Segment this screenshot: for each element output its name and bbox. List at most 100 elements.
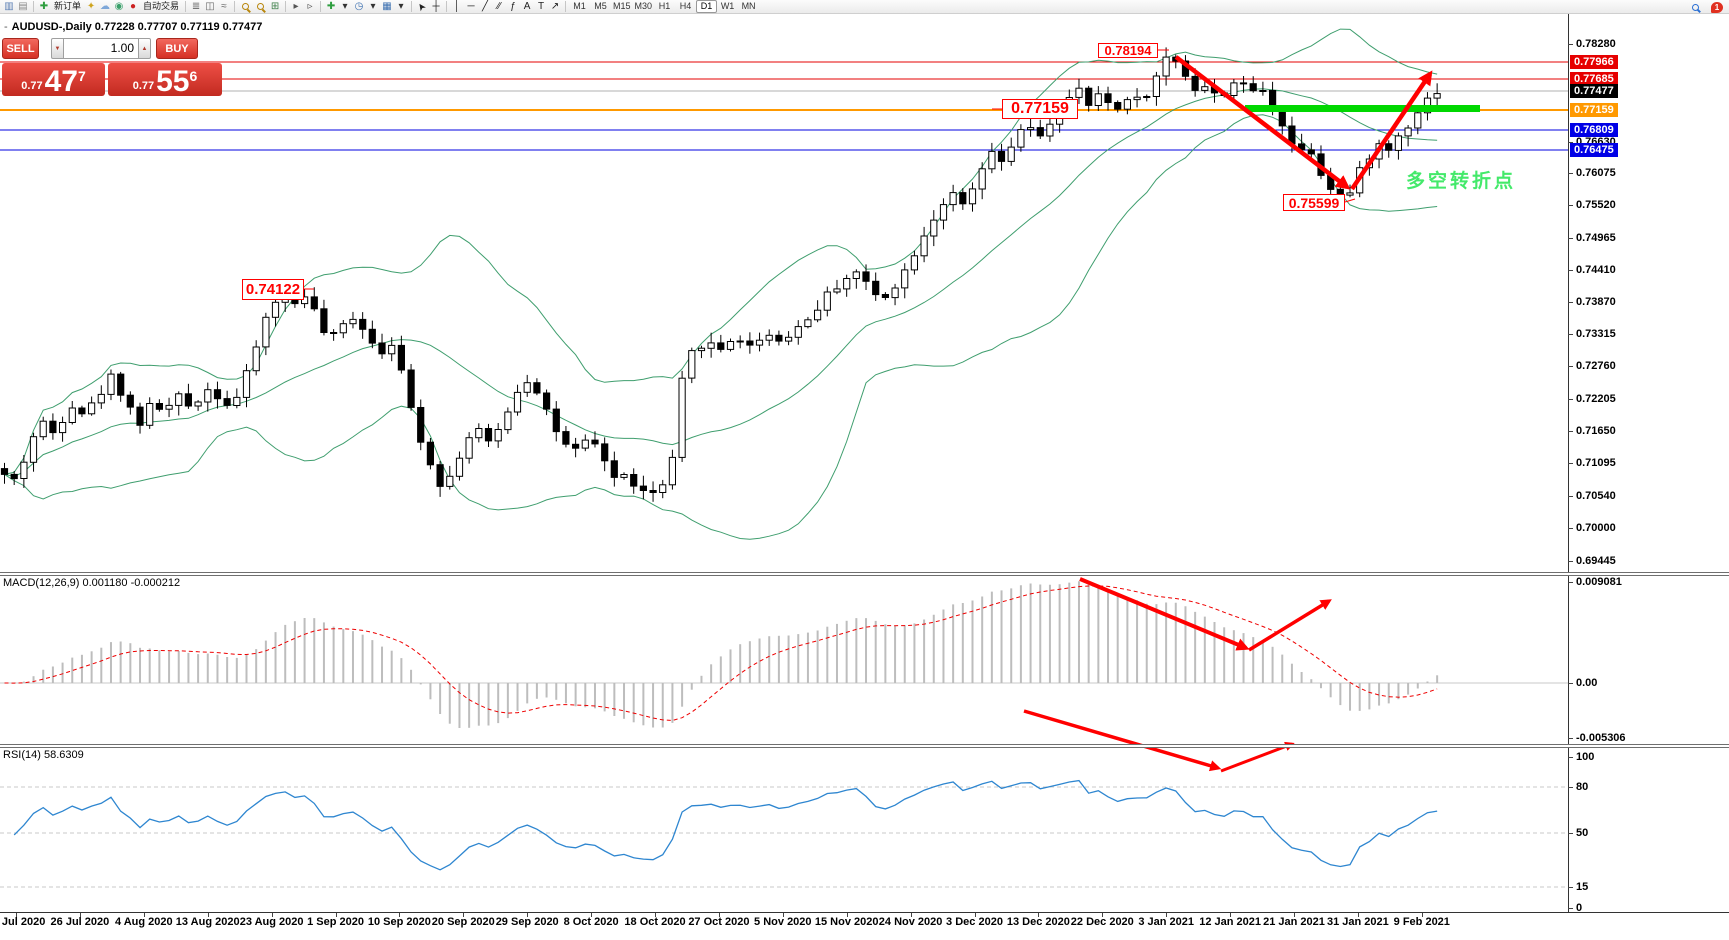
trend-arrow [1220,741,1295,773]
price-axis-tick: 0.73870 [1576,296,1616,308]
toolbar-separator [446,1,448,12]
label-icon[interactable]: T [537,1,545,12]
date-axis-label: 9 Feb 2021 [1393,916,1450,928]
date-axis-tickmark [1102,913,1104,917]
toolbar-separator [185,1,187,12]
date-axis-label: 8 Oct 2020 [563,916,619,928]
toolbar-separator [285,1,287,12]
price-annotation: 0.77159 [1002,99,1078,119]
profiles-icon[interactable]: ▤ [18,1,28,12]
styler-icon[interactable]: ✦ [86,1,96,12]
volume-decrease-button[interactable]: ▼ [51,38,64,59]
new-chart-icon[interactable]: ▥ [4,1,14,12]
periods-icon[interactable]: ◷ [354,1,364,12]
trendline-icon[interactable]: ╱ [482,1,489,12]
chart-drag-handle-icon: - [4,21,8,33]
search-icon[interactable] [1692,3,1699,11]
macd-axis-tick: 0.00 [1576,677,1598,689]
timeframe-w1[interactable]: W1 [720,1,735,11]
macd-signal-line [4,585,1438,722]
volume-increase-button[interactable]: ▲ [138,38,151,59]
indicators-caret-icon[interactable]: ▾ [342,1,348,12]
timeframe-d1[interactable]: D1 [696,0,718,13]
toolbar-right: 1 [1688,0,1723,14]
timeframe-h4[interactable]: H4 [679,1,692,11]
arrows-icon[interactable]: ↗ [550,1,560,12]
chart-shift-icon[interactable]: ▹ [307,1,313,12]
zoom-in-icon[interactable] [242,3,250,10]
equidistant-channel-icon[interactable]: ∕∕ [497,1,501,12]
date-axis-tickmark [655,913,656,917]
date-axis-label: 20 Sep 2020 [431,916,495,928]
new-order-button[interactable]: 新订单 [54,1,82,11]
date-axis-tickmark [1038,913,1040,917]
buy-price-main: 55 [156,65,190,98]
trend-arrow [1079,577,1250,651]
bar-chart-icon[interactable]: ≣ [191,1,201,12]
date-axis-label: 1 Sep 2020 [307,916,364,928]
price-axis-tick: 0.72205 [1576,393,1616,405]
price-axis-tickmark [1568,270,1573,271]
sell-quote[interactable]: 0.77 47 7 [2,63,105,97]
price-level-badge: 0.76475 [1570,143,1618,157]
macd-panel-divider[interactable] [0,572,1729,576]
time-axis-line [0,912,1729,913]
date-axis-tickmark [846,913,848,917]
price-axis-tick: 0.70540 [1576,490,1616,502]
timeframe-mn[interactable]: MN [741,1,756,11]
auto-scroll-icon[interactable]: ▸ [293,1,299,12]
buy-quote[interactable]: 0.77 55 6 [108,63,222,98]
date-axis-tickmark [399,913,401,917]
text-icon[interactable]: A [523,1,531,12]
buy-button[interactable]: BUY [156,38,198,59]
templates-icon[interactable]: ▦ [382,1,392,12]
price-axis-tick: 0.74410 [1576,264,1616,276]
price-axis-tick: 0.70000 [1576,522,1616,534]
zoom-out-icon[interactable] [257,3,265,10]
timeframe-m30[interactable]: M30 [634,1,653,11]
price-axis-tick: 0.71095 [1576,457,1616,469]
indicators-icon[interactable]: ✚ [326,1,336,12]
rsi-axis-tickmark [1568,887,1573,888]
price-axis-tickmark [1568,302,1573,303]
price-level-badge: 0.76809 [1570,123,1618,137]
timeframe-m1[interactable]: M1 [573,1,586,11]
bb-middle-band [4,88,1438,478]
date-axis-tickmark [718,913,720,917]
rsi-panel-divider[interactable] [0,744,1729,748]
date-axis-label: 21 Jan 2021 [1263,916,1325,928]
date-axis-label: 3 Dec 2020 [946,916,1003,928]
quote-row: 0.77 47 7 0.77 55 6 [2,63,224,98]
timeframe-h1[interactable]: H1 [658,1,671,11]
price-axis-tick: 0.76075 [1576,167,1616,179]
periods-caret-icon[interactable]: ▾ [370,1,376,12]
date-axis-label: 22 Dec 2020 [1070,916,1134,928]
horizontal-line-icon[interactable]: ─ [467,1,475,12]
vertical-line-icon[interactable]: │ [453,1,461,12]
crosshair-icon[interactable]: ┼ [432,1,440,12]
date-axis-tickmark [463,913,465,917]
rsi-axis-tick: 0 [1576,902,1583,914]
signal-icon[interactable]: ◉ [114,1,124,12]
timeframe-m15[interactable]: M15 [613,1,631,11]
publisher-icon[interactable]: ☁ [100,1,111,12]
date-axis-label: 29 Sep 2020 [495,916,559,928]
order-row: SELL ▼ 1.00 ▲ BUY [2,38,224,59]
autotrade-icon[interactable]: ● [129,1,137,12]
timeframe-m5[interactable]: M5 [594,1,607,11]
notifications-icon[interactable]: 1 [1711,1,1723,13]
sell-button[interactable]: SELL [2,38,39,59]
line-chart-icon[interactable]: ≈ [221,1,227,12]
candle-chart-icon[interactable]: ◫ [205,1,215,12]
fibonacci-icon[interactable]: ƒ [510,1,516,12]
price-annotation: 0.74122 [242,279,304,300]
date-axis-tickmark [1357,913,1359,917]
templates-caret-icon[interactable]: ▾ [398,1,404,12]
tile-windows-icon[interactable]: ⊞ [270,1,280,12]
autotrade-button[interactable]: 自动交易 [143,1,180,11]
volume-input[interactable]: 1.00 [64,38,138,59]
price-axis-tickmark [1568,334,1573,335]
new-order-icon[interactable]: ✚ [39,1,49,12]
